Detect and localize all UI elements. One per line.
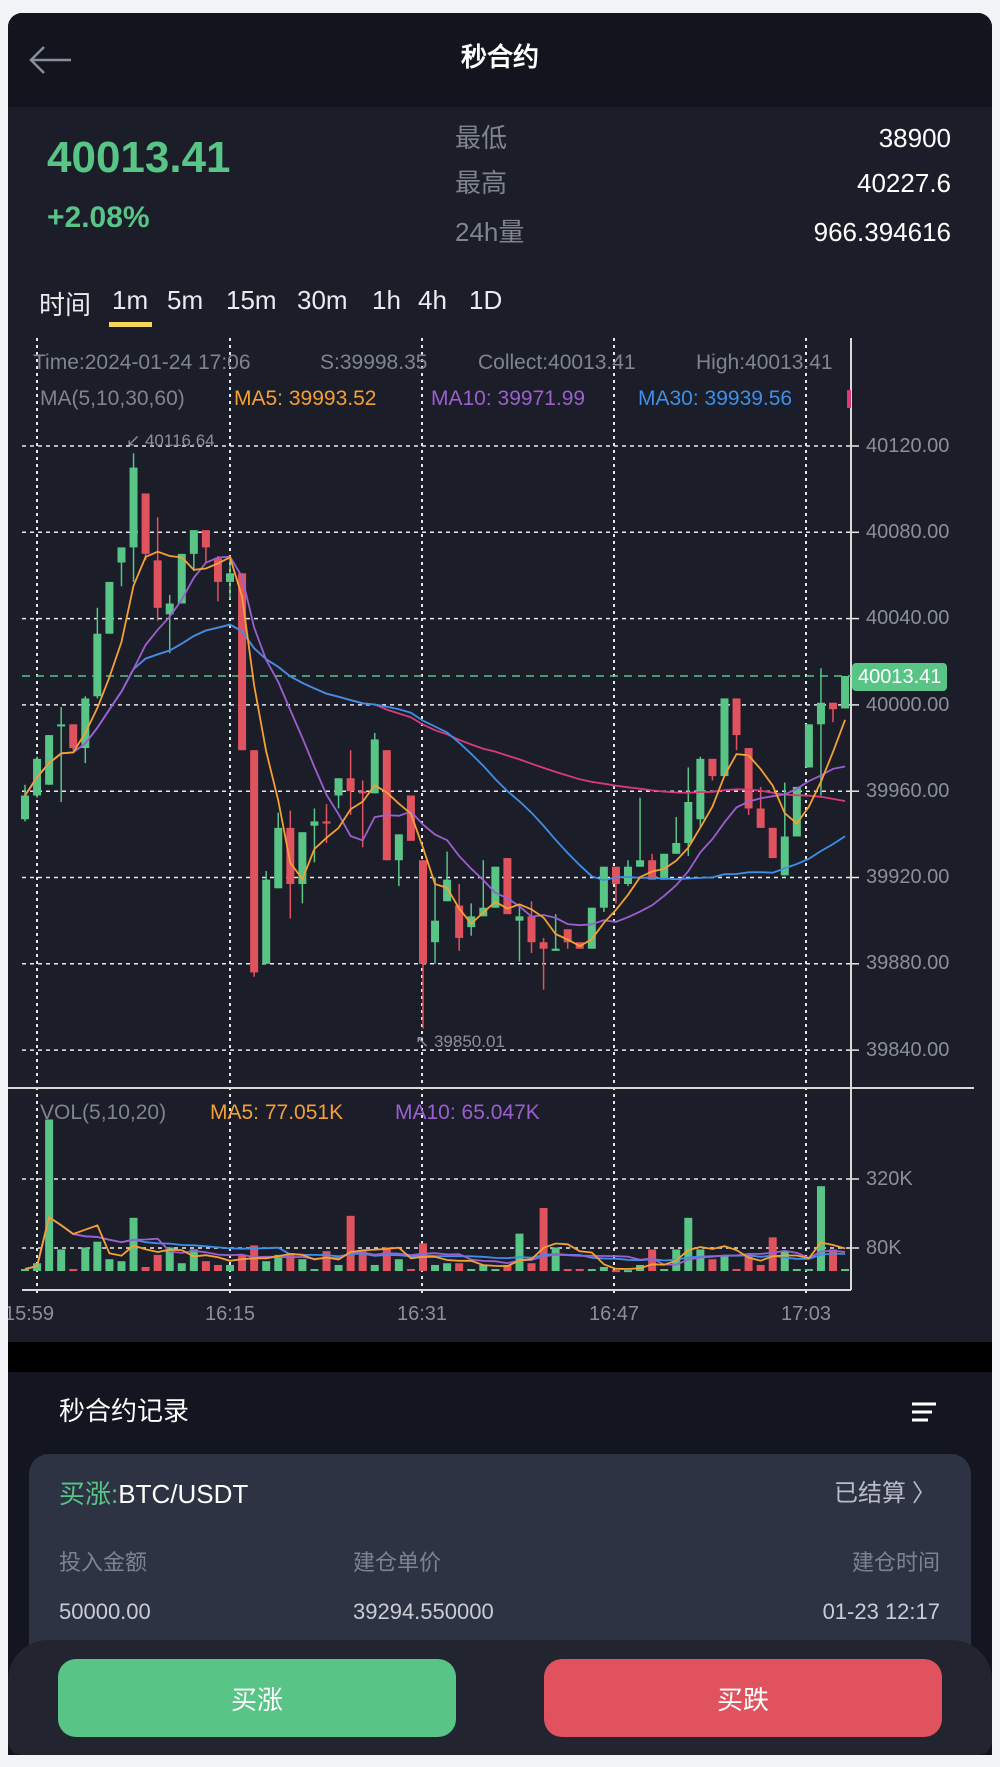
time-axis: 15:59 16:15 16:31 16:47 17:03	[8, 1300, 853, 1330]
arrow-left-icon	[29, 46, 71, 74]
record-col-price: 建仓单价	[353, 1550, 442, 1575]
vol-ma10-value: MA10: 65.047K	[395, 1101, 540, 1124]
tab-15m[interactable]: 15m	[226, 285, 277, 315]
price-tick: 40080.00	[866, 521, 950, 543]
tab-4h[interactable]: 4h	[418, 285, 447, 315]
page-title: 秒合约	[460, 42, 539, 72]
price-tick: 39880.00	[866, 952, 950, 974]
record-price: 39294.550000	[353, 1599, 494, 1624]
info-high-clip: High:40013.41	[696, 352, 851, 376]
price-change: +2.08%	[47, 201, 150, 234]
tab-30m[interactable]: 30m	[297, 285, 348, 315]
vol-label: VOL(5,10,20)	[40, 1101, 167, 1124]
vol-ma5-value: MA5: 77.051K	[210, 1101, 344, 1124]
stat-label-high: 最高	[455, 168, 508, 198]
record-direction: 买涨:	[59, 1479, 119, 1509]
stat-value-high: 40227.6	[857, 168, 951, 198]
record-time: 01-23 12:17	[822, 1599, 940, 1624]
stat-value-low: 38900	[878, 123, 951, 153]
max-price-value: 40116.64	[144, 431, 215, 450]
time-tick: 16:47	[588, 1303, 640, 1325]
max-price-marker: ↙ 40116.64	[126, 431, 215, 450]
price-tick: 40000.00	[866, 694, 950, 716]
interval-label: 时间	[39, 290, 92, 320]
ma5-value: MA5: 39993.52	[234, 387, 377, 410]
price-tick: 39840.00	[866, 1039, 950, 1061]
ma60-value-clipped	[847, 390, 851, 408]
stat-value-24h-volume: 966.394616	[813, 217, 951, 247]
min-price-marker: ↖ 39850.01	[415, 1032, 505, 1051]
time-tick: 16:31	[396, 1303, 448, 1325]
record-status[interactable]: 已结算〉	[834, 1482, 936, 1506]
info-open: S:39998.35	[320, 351, 428, 374]
volume-tick: 80K	[866, 1237, 902, 1259]
info-time: Time:2024-01-24 17:06	[33, 351, 251, 374]
price-tick: 40120.00	[866, 435, 950, 457]
top-bar	[8, 13, 992, 107]
buy-down-button[interactable]: 买跌	[544, 1659, 942, 1737]
info-high: High:40013.41	[696, 352, 833, 374]
tab-5m[interactable]: 5m	[167, 285, 204, 315]
record-amount: 50000.00	[59, 1599, 151, 1624]
last-price: 40013.41	[47, 133, 231, 182]
ma30-value: MA30: 39939.56	[638, 387, 793, 410]
price-tick: 39960.00	[866, 780, 950, 802]
active-tab-indicator	[109, 322, 152, 327]
list-filter-icon	[912, 1402, 936, 1422]
back-button[interactable]	[26, 42, 78, 78]
divider-band	[8, 1342, 992, 1372]
stat-label-24h-volume: 24h量	[455, 217, 525, 247]
records-title: 秒合约记录	[59, 1396, 190, 1426]
record-status-label: 已结算	[834, 1480, 906, 1507]
record-pair: BTC/USDT	[118, 1479, 249, 1509]
record-col-time: 建仓时间	[851, 1550, 940, 1575]
chevron-right-icon: 〉	[912, 1480, 936, 1507]
tab-1h[interactable]: 1h	[372, 285, 401, 315]
time-tick: 16:15	[204, 1303, 256, 1325]
price-tick: 39920.00	[866, 866, 950, 888]
stat-label-low: 最低	[455, 123, 508, 153]
last-price-tag: 40013.41	[852, 663, 948, 691]
time-tick: 17:03	[780, 1303, 832, 1325]
ma10-value: MA10: 39971.99	[431, 387, 586, 410]
min-price-value: 39850.01	[433, 1032, 505, 1051]
records-menu-button[interactable]	[910, 1400, 938, 1426]
record-col-amount: 投入金额	[59, 1550, 148, 1575]
price-tick: 40040.00	[866, 607, 950, 629]
record-title: 买涨:BTC/USDT	[59, 1481, 248, 1507]
time-tick: 15:59	[8, 1303, 55, 1325]
tab-1m[interactable]: 1m	[112, 285, 149, 315]
info-close: Collect:40013.41	[478, 351, 636, 374]
buy-up-button[interactable]: 买涨	[58, 1659, 456, 1737]
tab-1d[interactable]: 1D	[469, 285, 503, 315]
ma-label: MA(5,10,30,60)	[40, 387, 185, 410]
volume-tick: 320K	[866, 1168, 913, 1190]
